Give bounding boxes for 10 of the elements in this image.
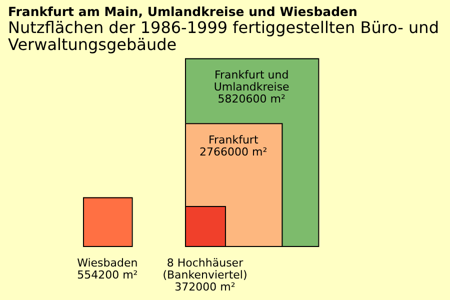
category-label: Frankfurt <box>208 134 259 147</box>
text: Nutzflächen der 1986-1999 fertiggestellten Büro- und Verwaltungsgebäude <box>8 18 440 54</box>
category-label: 8 Hochhäuser (Bankenviertel) <box>162 256 248 282</box>
data-label: 372000 m² <box>174 280 236 294</box>
category-label: Frankfurt und Umlandkreise <box>214 68 290 94</box>
category-label: Wiesbaden <box>77 256 138 270</box>
text: Frankfurt am Main, Umlandkreise und Wiesbaden <box>8 4 358 19</box>
data-label: 5820600 m² <box>218 92 286 106</box>
data-label: 2766000 m² <box>200 146 268 159</box>
data-label: 554200 m² <box>77 268 138 282</box>
